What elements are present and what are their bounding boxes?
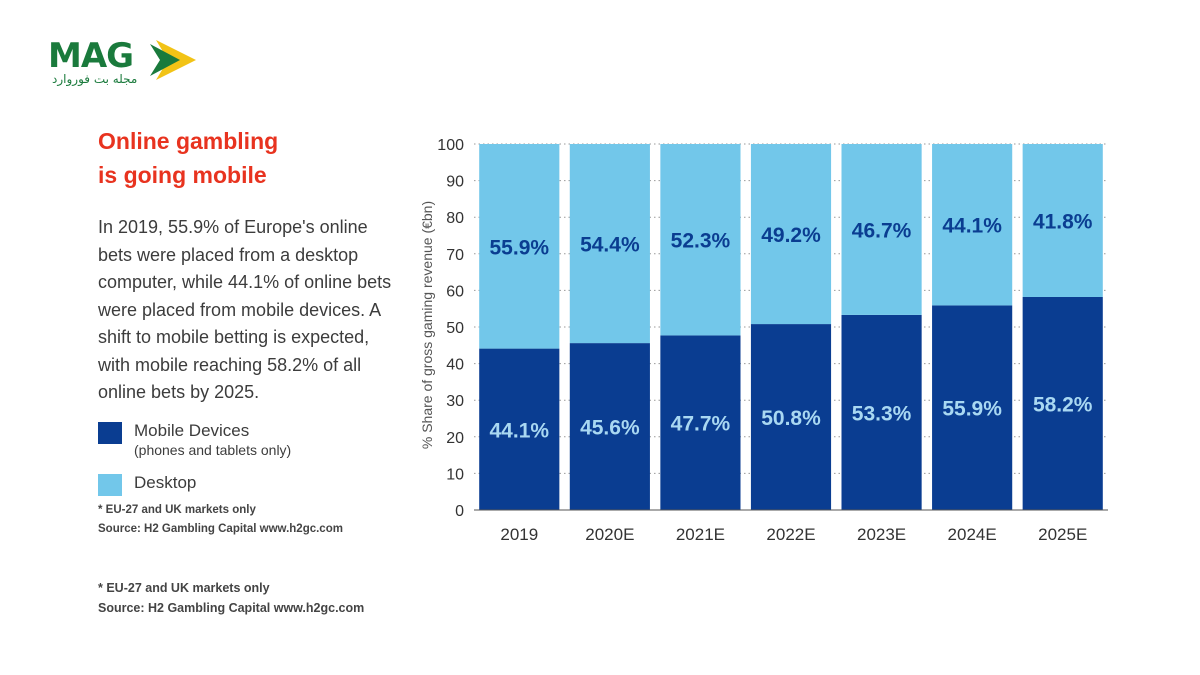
data-label-desktop: 52.3%	[671, 230, 731, 253]
legend-sublabel-mobile: (phones and tablets only)	[134, 442, 292, 458]
bar-mobile-2019	[479, 348, 560, 510]
data-label-mobile: 55.9%	[942, 398, 1002, 421]
bar-desktop-2025E	[1022, 144, 1103, 297]
legend-label-desktop: Desktop	[134, 473, 197, 492]
x-tick-label: 2021E	[676, 525, 725, 544]
brand-logo[interactable]: MAG مجله بت فوروارد	[48, 36, 198, 88]
legend-label-mobile: Mobile Devices	[134, 421, 250, 440]
legend-swatch-mobile	[98, 422, 122, 444]
data-label-mobile: 44.1%	[490, 419, 550, 442]
bar-desktop-2024E	[932, 144, 1013, 306]
x-tick-label: 2020E	[585, 525, 634, 544]
y-tick-label: 60	[446, 283, 464, 300]
y-tick-label: 10	[446, 466, 464, 483]
y-axis-title: % Share of gross gaming revenue (€bn)	[419, 201, 435, 449]
y-tick-label: 0	[455, 503, 464, 520]
page-title: Online gambling is going mobile	[98, 124, 278, 192]
bar-desktop-2020E	[569, 144, 650, 344]
x-tick-label: 2024E	[948, 525, 997, 544]
source-note-footer: Source: H2 Gambling Capital www.h2gc.com	[98, 601, 365, 615]
legend-swatch-desktop	[98, 474, 122, 496]
data-label-mobile: 53.3%	[852, 402, 912, 425]
title-line-1: Online gambling	[98, 128, 279, 154]
logo-wordmark: MAG	[48, 36, 134, 76]
y-tick-label: 90	[446, 174, 464, 191]
bar-mobile-2025E	[1022, 296, 1103, 510]
logo-subtitle: مجله بت فوروارد	[52, 72, 138, 86]
data-label-mobile: 50.8%	[761, 407, 821, 430]
y-tick-label: 20	[446, 430, 464, 447]
y-tick-label: 30	[446, 393, 464, 410]
x-tick-label: 2022E	[766, 525, 815, 544]
source-note: Source: H2 Gambling Capital www.h2gc.com	[98, 523, 343, 535]
bar-mobile-2023E	[841, 314, 922, 510]
bar-desktop-2023E	[841, 144, 922, 315]
logo-arrow-icon	[150, 40, 196, 80]
chart-data-labels: 44.1% 55.9% 45.6% 54.4% 47.7% 52.3% 50.8% 49.2%…	[490, 210, 1093, 442]
y-tick-label: 80	[446, 210, 464, 227]
y-tick-label: 70	[446, 247, 464, 264]
x-tick-label: 2025E	[1038, 525, 1087, 544]
chart-axes: 0 10 20 30 40 50 60 70 80 90 100 2019 2020E 2021E 2022…	[437, 137, 1108, 544]
x-tick-label: 2019	[500, 525, 538, 544]
bar-mobile-2021E	[660, 335, 741, 510]
bar-desktop-2019	[479, 144, 560, 349]
data-label-mobile: 58.2%	[1033, 393, 1093, 416]
data-label-desktop: 44.1%	[942, 215, 1002, 238]
stacked-bar-chart: 44.1% 55.9% 45.6% 54.4% 47.7% 52.3% 50.8% 49.2%…	[419, 137, 1108, 544]
y-tick-label: 50	[446, 320, 464, 337]
data-label-desktop: 41.8%	[1033, 210, 1093, 233]
bar-desktop-2021E	[660, 144, 741, 336]
description-text: In 2019, 55.9% of Europe's online bets w…	[98, 217, 392, 402]
data-label-desktop: 55.9%	[490, 236, 550, 259]
bar-desktop-2022E	[750, 144, 832, 325]
markets-note: * EU-27 and UK markets only	[98, 504, 256, 516]
markets-note-footer: * EU-27 and UK markets only	[98, 581, 270, 595]
data-label-desktop: 54.4%	[580, 234, 640, 257]
y-tick-label: 40	[446, 357, 464, 374]
x-tick-label: 2023E	[857, 525, 906, 544]
chart-bars	[479, 144, 1103, 510]
bar-mobile-2020E	[569, 343, 650, 510]
data-label-mobile: 45.6%	[580, 417, 640, 440]
data-label-desktop: 49.2%	[761, 224, 821, 247]
y-tick-label: 100	[437, 137, 464, 154]
title-line-2: is going mobile	[98, 162, 267, 188]
bar-mobile-2024E	[932, 305, 1013, 510]
data-label-desktop: 46.7%	[852, 219, 912, 242]
data-label-mobile: 47.7%	[671, 413, 731, 436]
bar-mobile-2022E	[750, 324, 832, 510]
